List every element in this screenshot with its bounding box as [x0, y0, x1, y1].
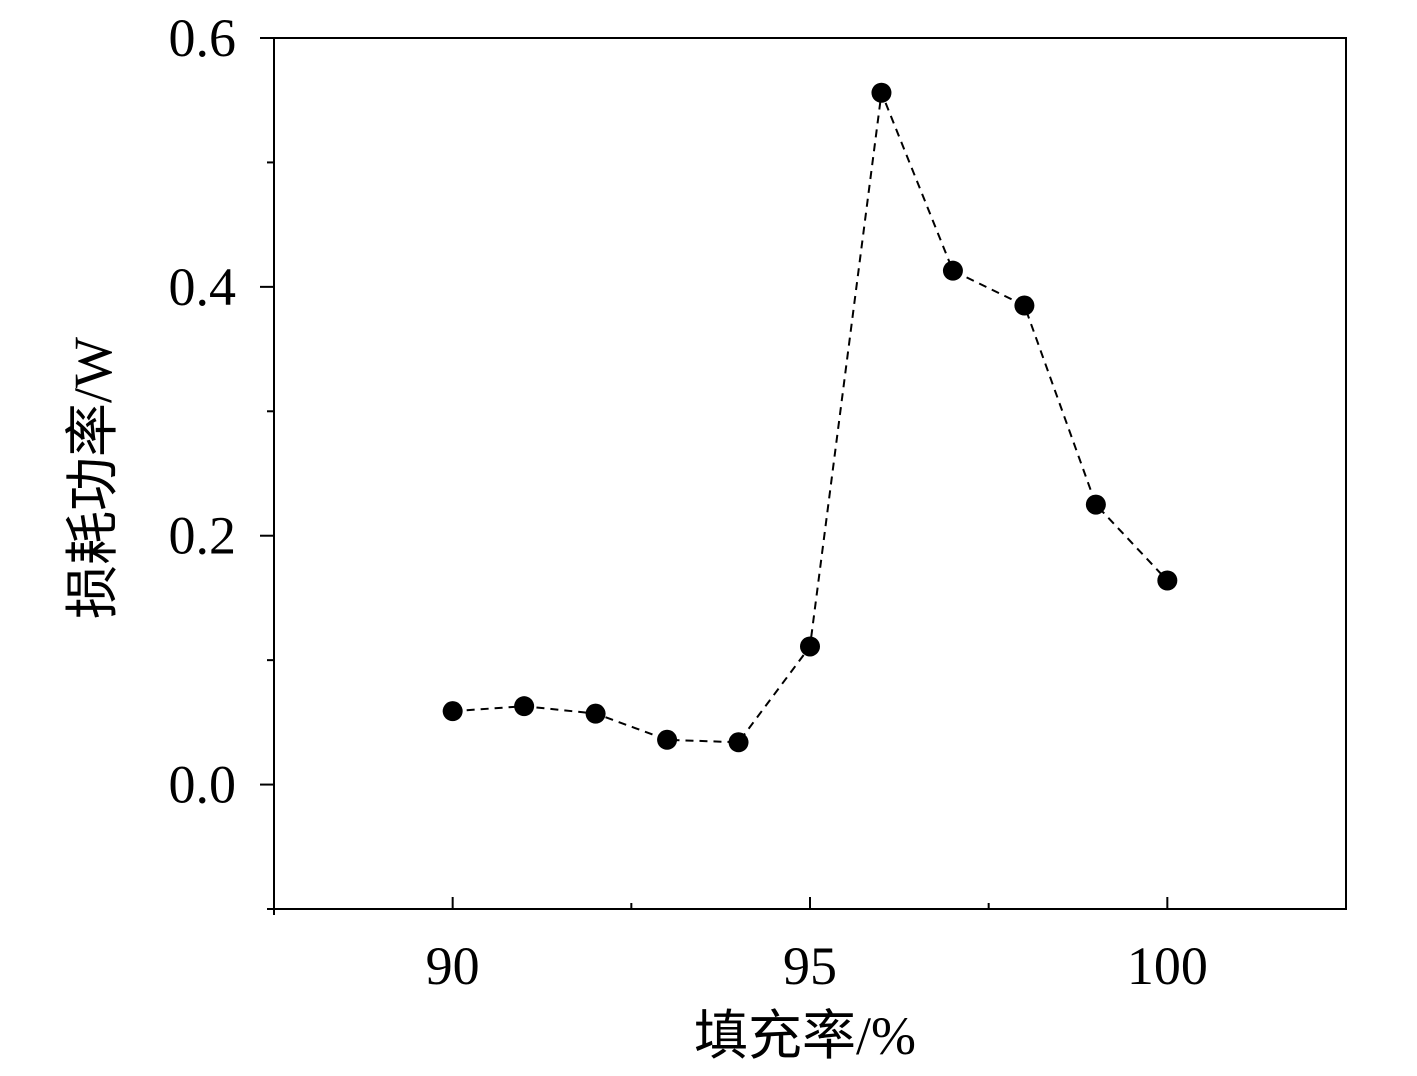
data-point	[871, 82, 892, 103]
y-tick-label: 0.4	[169, 257, 237, 317]
y-tick-label: 0.6	[169, 8, 237, 68]
tick-labels: 90 95 100 0.0 0.2 0.4 0.6	[169, 8, 1208, 996]
x-tick-label: 95	[783, 936, 837, 996]
data-point	[728, 732, 749, 753]
data-point	[1014, 295, 1035, 316]
y-tick-label: 0.0	[169, 755, 237, 815]
data-series	[442, 82, 1178, 753]
data-point	[585, 703, 606, 724]
x-tick-label: 90	[426, 936, 480, 996]
data-point	[1157, 570, 1178, 591]
data-point	[514, 696, 535, 717]
data-point	[800, 636, 820, 657]
x-tick-label: 100	[1127, 936, 1208, 996]
x-axis-label: 填充率/%	[694, 1006, 916, 1066]
y-tick-label: 0.2	[169, 506, 237, 566]
data-point	[442, 701, 463, 722]
data-point	[657, 729, 678, 750]
y-axis-label: 损耗功率/W	[63, 337, 123, 619]
tick-marks	[260, 37, 1347, 915]
data-point	[1085, 494, 1106, 515]
data-point	[942, 260, 963, 281]
